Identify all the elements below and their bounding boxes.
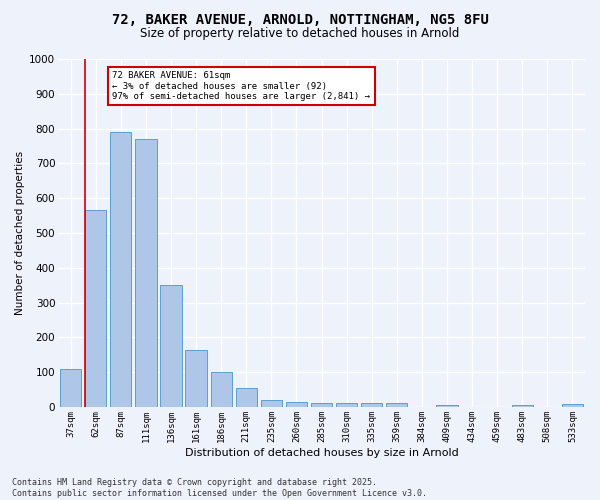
Bar: [110, 132, 131, 407]
Text: Contains HM Land Registry data © Crown copyright and database right 2025.
Contai: Contains HM Land Registry data © Crown c…: [12, 478, 427, 498]
Bar: [386, 404, 407, 407]
Bar: [512, 405, 533, 407]
Bar: [336, 404, 357, 407]
X-axis label: Distribution of detached houses by size in Arnold: Distribution of detached houses by size …: [185, 448, 458, 458]
Bar: [311, 402, 332, 407]
Text: Size of property relative to detached houses in Arnold: Size of property relative to detached ho…: [140, 28, 460, 40]
Bar: [361, 404, 382, 407]
Bar: [436, 405, 458, 407]
Bar: [236, 388, 257, 407]
Bar: [85, 210, 106, 407]
Bar: [211, 372, 232, 407]
Bar: [160, 285, 182, 407]
Bar: [135, 139, 157, 407]
Bar: [185, 350, 207, 407]
Bar: [286, 402, 307, 407]
Bar: [260, 400, 282, 407]
Y-axis label: Number of detached properties: Number of detached properties: [15, 151, 25, 315]
Bar: [60, 368, 81, 407]
Bar: [562, 404, 583, 407]
Text: 72 BAKER AVENUE: 61sqm
← 3% of detached houses are smaller (92)
97% of semi-deta: 72 BAKER AVENUE: 61sqm ← 3% of detached …: [112, 71, 370, 101]
Text: 72, BAKER AVENUE, ARNOLD, NOTTINGHAM, NG5 8FU: 72, BAKER AVENUE, ARNOLD, NOTTINGHAM, NG…: [112, 12, 488, 26]
